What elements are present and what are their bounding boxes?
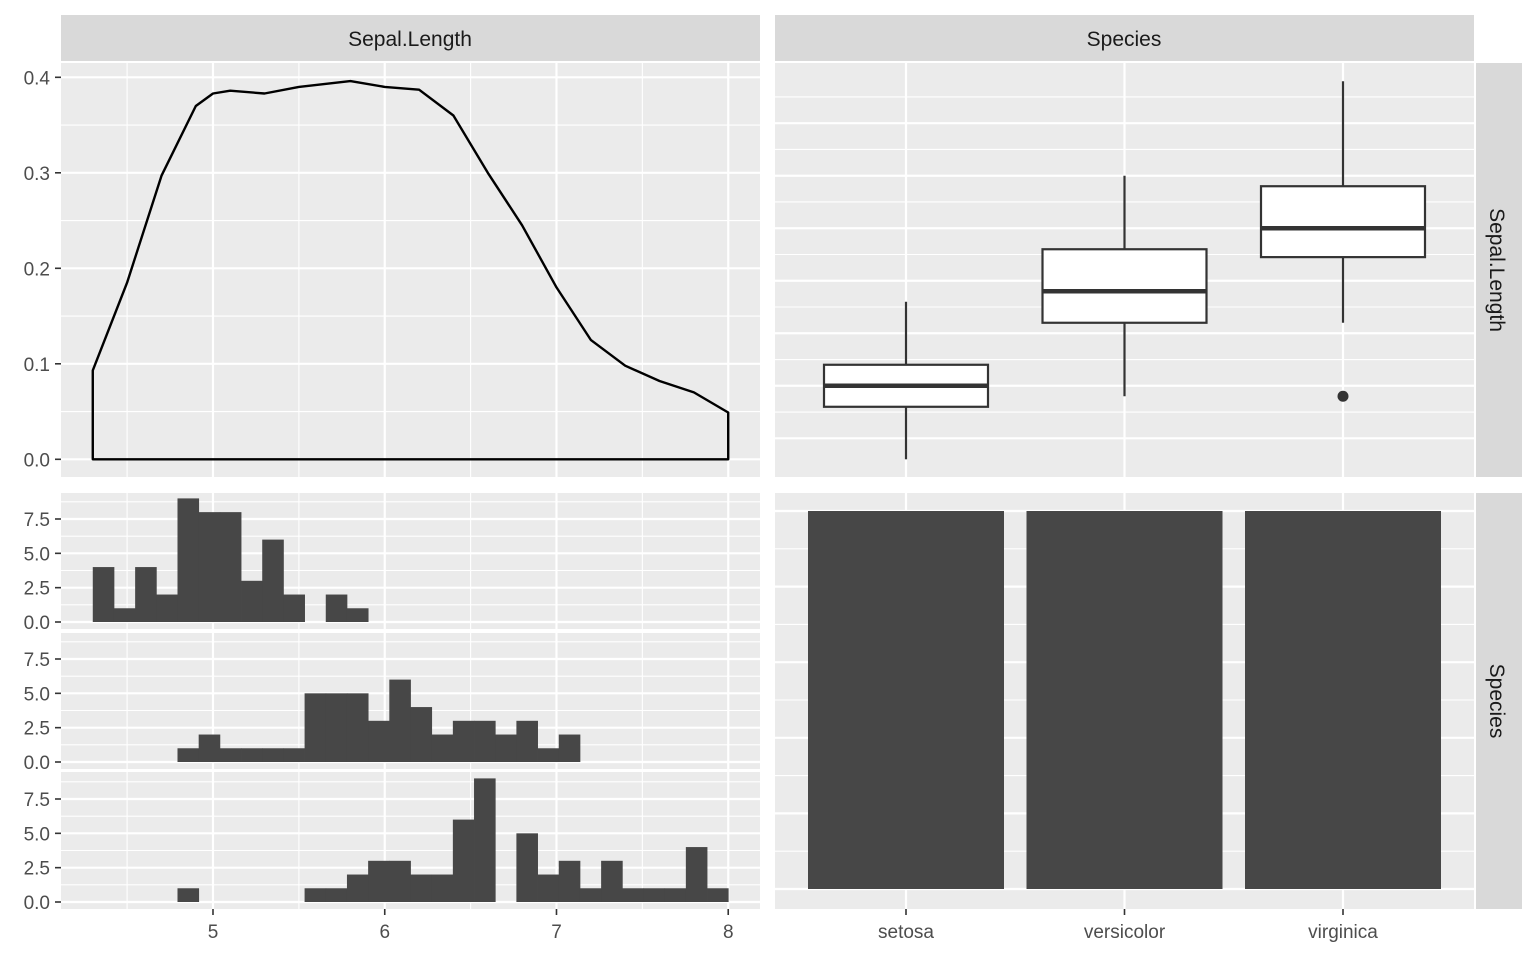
hist-bar: [198, 512, 221, 622]
y-tick-label: 0.0: [24, 450, 50, 471]
hist-bar: [92, 567, 115, 622]
hist-bar: [241, 580, 263, 622]
hist-bar: [325, 594, 348, 622]
hist-bar: [622, 888, 644, 902]
hist-bar: [156, 594, 178, 622]
hist-bar: [495, 734, 517, 762]
strip-col1-label: Sepal.Length: [348, 28, 472, 51]
hist-bar: [474, 778, 496, 902]
hist-bar: [113, 608, 136, 622]
hist-bar: [177, 888, 200, 902]
strip-col1-bg: [61, 15, 760, 61]
x-tick-label: 6: [379, 922, 390, 943]
strip-col2-bg: [775, 15, 1474, 61]
hist-bar: [516, 833, 538, 902]
y-tick-label: 5.0: [24, 544, 50, 565]
y-tick-label: 7.5: [24, 790, 50, 811]
y-tick-label: 5.0: [24, 824, 50, 845]
hist-bar: [177, 748, 200, 762]
density-curve: [91, 79, 730, 461]
strip-row2-label: Species: [1485, 664, 1508, 739]
species-bar: [1245, 511, 1441, 889]
hist-bar: [452, 819, 475, 902]
hist-bar: [283, 594, 305, 622]
strip-col2-label: Species: [1087, 28, 1162, 51]
hist-bar: [516, 720, 538, 762]
hist-bar: [368, 720, 390, 762]
hist-bar: [325, 888, 348, 902]
y-tick-label: 7.5: [24, 510, 50, 531]
hist-bar: [707, 888, 729, 902]
hist-bar: [219, 512, 242, 622]
y-tick-label: 0.3: [24, 164, 50, 185]
hist-bar: [558, 734, 581, 762]
hist-bar: [325, 693, 348, 762]
hist-bar: [601, 860, 623, 902]
y-tick-label: 0.2: [24, 259, 50, 280]
hist-bar: [389, 860, 411, 902]
hist-bar: [410, 874, 433, 902]
hist-bar: [219, 748, 242, 762]
hist-bar: [685, 847, 708, 902]
x-tick-label: setosa: [878, 922, 934, 943]
hist-bar: [346, 874, 369, 902]
hist-bar: [262, 748, 284, 762]
hist-bar: [579, 888, 602, 902]
histogram-panel: 0.0 2.5 5.0 7.5 0.0 2.5 5.0 7.5 0.0 2.5 5.0 7.5 5 6 7 8: [24, 493, 760, 943]
hist-bar: [135, 567, 157, 622]
hist-bar: [262, 539, 284, 622]
strip-row1-bg: [1476, 63, 1522, 477]
y-tick-label: 0.4: [24, 68, 51, 89]
box-iqr: [1041, 248, 1208, 324]
hist-bar: [452, 720, 475, 762]
hist-bar: [283, 748, 305, 762]
hist-bar: [558, 860, 581, 902]
density-panel-bg: [61, 63, 760, 477]
hist-bar: [431, 874, 454, 902]
strip-row2-bg: [1476, 493, 1522, 909]
species-bar: [808, 511, 1004, 889]
species-bar-panel: setosa versicolor virginica: [775, 493, 1474, 943]
y-tick-label: 2.5: [24, 579, 50, 600]
hist-bar: [304, 693, 327, 762]
hist-bar: [410, 707, 433, 762]
hist-bar: [537, 748, 560, 762]
strip-row1-label: Sepal.Length: [1485, 208, 1508, 332]
x-tick-label: 7: [551, 922, 562, 943]
x-tick-label: virginica: [1308, 922, 1378, 943]
hist-bar: [346, 608, 369, 622]
hist-bar: [368, 860, 390, 902]
y-tick-label: 0.1: [24, 355, 50, 376]
y-tick-label: 0.0: [24, 753, 50, 774]
hist-bar: [389, 679, 411, 762]
y-tick-label: 7.5: [24, 650, 50, 671]
hist-bar: [431, 734, 454, 762]
y-tick-label: 5.0: [24, 684, 50, 705]
hist-bar: [177, 498, 200, 622]
hist-bar: [241, 748, 263, 762]
boxplot-panel: [775, 63, 1474, 477]
hist-bar: [474, 720, 496, 762]
box-iqr: [1259, 185, 1427, 259]
y-tick-label: 0.0: [24, 893, 50, 914]
hist-bar: [537, 874, 560, 902]
y-tick-label: 0.0: [24, 613, 50, 634]
x-tick-label: versicolor: [1084, 922, 1166, 943]
box-outlier: [1337, 390, 1349, 402]
y-tick-label: 2.5: [24, 719, 50, 740]
species-bar: [1026, 511, 1223, 889]
x-tick-label: 8: [723, 922, 734, 943]
x-tick-label: 5: [208, 922, 219, 943]
hist-bar: [346, 693, 369, 762]
hist-bar: [643, 888, 666, 902]
density-panel: 0.0 0.1 0.2 0.3 0.4: [24, 63, 760, 477]
hist-bar: [664, 888, 687, 902]
hist-bar: [198, 734, 221, 762]
y-tick-label: 2.5: [24, 859, 50, 880]
hist-bar: [304, 888, 327, 902]
